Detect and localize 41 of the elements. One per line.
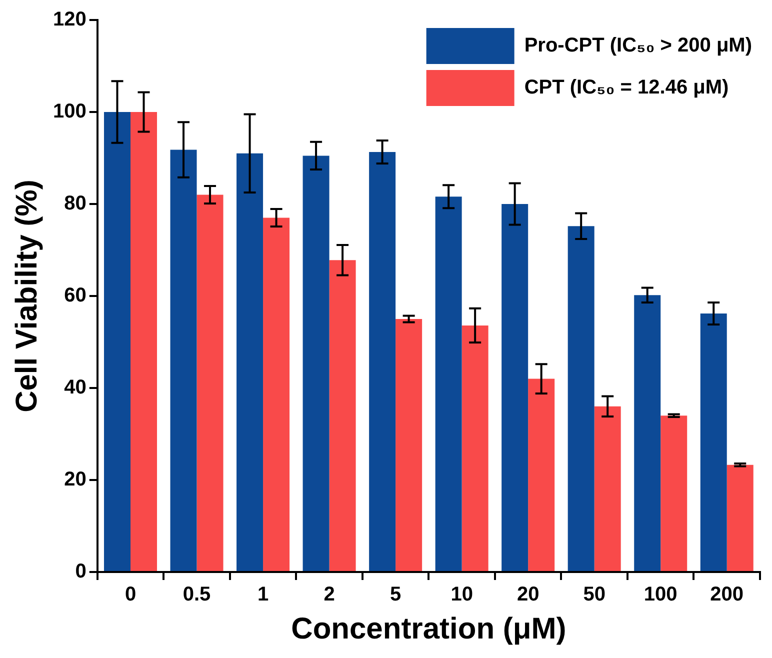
- bar: [130, 112, 158, 571]
- bar: [369, 152, 396, 571]
- x-tick-label: 200: [710, 584, 744, 606]
- y-tick-label: 40: [64, 376, 86, 399]
- y-tick-label: 0: [75, 560, 86, 583]
- y-axis-title: Cell Viability (%): [10, 180, 44, 412]
- x-tick-label: 0: [124, 584, 136, 606]
- y-tick-label: 60: [64, 284, 86, 307]
- bar: [263, 218, 290, 571]
- y-tick-label: 20: [64, 468, 86, 491]
- legend-label: CPT (IC₅₀ = 12.46 μM): [524, 76, 729, 99]
- x-tick-label: 5: [390, 584, 402, 606]
- bar: [462, 325, 488, 571]
- x-tick-label: 1: [257, 584, 269, 606]
- bar: [726, 464, 754, 571]
- bar: [502, 204, 528, 571]
- x-tick-label: 100: [644, 584, 678, 606]
- bar: [435, 196, 462, 571]
- bar: [594, 406, 621, 571]
- y-tick-label: 80: [64, 192, 86, 215]
- y-tick-label: 100: [52, 100, 86, 123]
- x-tick-label: 2: [324, 584, 335, 606]
- bar: [528, 378, 555, 571]
- bar: [302, 156, 330, 571]
- bar: [104, 112, 130, 571]
- x-tick-label: 0.5: [182, 584, 211, 606]
- legend-label: Pro-CPT (IC₅₀ > 200 μM): [524, 34, 752, 57]
- x-tick-label: 10: [450, 584, 473, 606]
- bar: [170, 150, 197, 571]
- x-tick-label: 50: [583, 584, 606, 606]
- bar: [660, 416, 688, 571]
- bar: [568, 226, 594, 571]
- bar: [634, 295, 661, 571]
- bar: [196, 194, 224, 571]
- x-tick-label: 20: [516, 584, 540, 606]
- x-axis-title: Concentration (μM): [291, 612, 566, 646]
- bar: [329, 260, 356, 571]
- bar: [700, 313, 727, 571]
- y-tick-label: 120: [52, 8, 86, 31]
- bar: [396, 319, 422, 571]
- bar: [236, 153, 264, 571]
